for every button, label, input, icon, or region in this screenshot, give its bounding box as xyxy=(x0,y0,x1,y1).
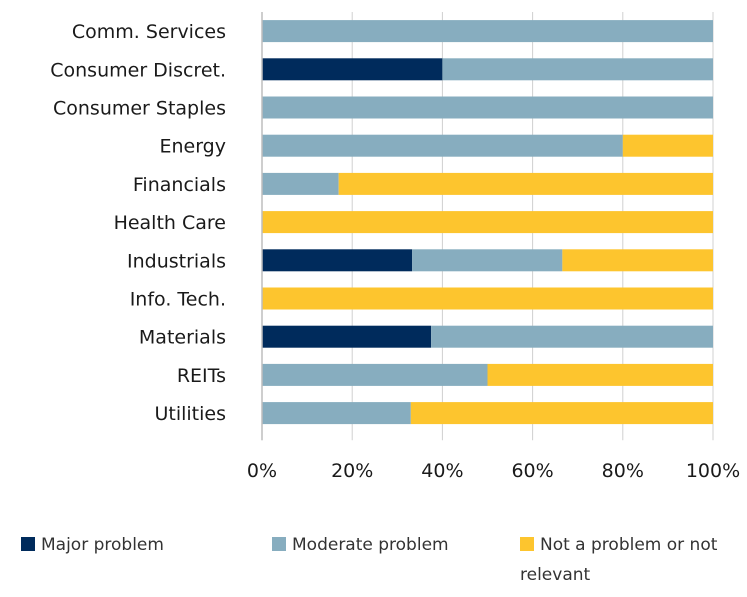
bar-not-a-problem-or-not-relevant-9 xyxy=(487,363,713,386)
x-tick-label: 100% xyxy=(686,460,740,482)
legend-swatch-not-a-problem xyxy=(520,537,534,551)
bar-not-a-problem-or-not-relevant-5 xyxy=(262,211,713,234)
category-label: Energy xyxy=(159,136,226,158)
bar-major-problem-6 xyxy=(262,249,413,272)
legend-label-moderate-problem: Moderate problem xyxy=(292,535,449,555)
bar-not-a-problem-or-not-relevant-7 xyxy=(262,287,713,310)
bar-moderate-problem-4 xyxy=(262,172,339,195)
category-label: REITs xyxy=(177,365,226,387)
legend-label-major-problem: Major problem xyxy=(41,535,164,555)
bar-moderate-problem-9 xyxy=(262,363,488,386)
category-label: Consumer Staples xyxy=(53,98,226,120)
bar-moderate-problem-8 xyxy=(431,325,713,348)
category-label: Financials xyxy=(133,174,226,196)
x-tick-label: 80% xyxy=(602,460,644,482)
bar-major-problem-8 xyxy=(262,325,432,348)
legend-swatch-major-problem xyxy=(21,537,35,551)
bar-moderate-problem-6 xyxy=(412,249,563,272)
category-label: Health Care xyxy=(114,212,226,234)
legend-item-moderate-problem: Moderate problem xyxy=(272,530,449,560)
x-tick-label: 0% xyxy=(247,460,277,482)
category-label: Info. Tech. xyxy=(130,289,226,311)
stacked-bar-chart: Comm. Services Consumer Discret. Consumer … xyxy=(50,12,740,482)
bar-not-a-problem-or-not-relevant-3 xyxy=(622,134,713,157)
bar-not-a-problem-or-not-relevant-6 xyxy=(562,249,713,272)
category-label: Comm. Services xyxy=(72,21,226,43)
bar-not-a-problem-or-not-relevant-10 xyxy=(410,402,713,425)
bar-moderate-problem-10 xyxy=(262,402,411,425)
category-label: Industrials xyxy=(127,250,226,272)
legend-swatch-moderate-problem xyxy=(272,537,286,551)
x-tick-label: 40% xyxy=(421,460,463,482)
bar-moderate-problem-3 xyxy=(262,134,623,157)
category-label: Materials xyxy=(139,327,226,349)
legend-item-not-a-problem: Not a problem or not relevant xyxy=(520,530,735,590)
bar-moderate-problem-1 xyxy=(442,58,713,81)
category-label: Utilities xyxy=(154,403,226,425)
bar-major-problem-1 xyxy=(262,58,443,81)
x-tick-label: 60% xyxy=(511,460,553,482)
bar-not-a-problem-or-not-relevant-4 xyxy=(338,172,713,195)
legend-label-not-a-problem: Not a problem or not relevant xyxy=(520,535,718,585)
x-tick-label: 20% xyxy=(331,460,373,482)
bar-moderate-problem-0 xyxy=(262,20,713,43)
legend-item-major-problem: Major problem xyxy=(21,530,164,560)
category-label: Consumer Discret. xyxy=(50,59,226,81)
bar-moderate-problem-2 xyxy=(262,96,713,119)
